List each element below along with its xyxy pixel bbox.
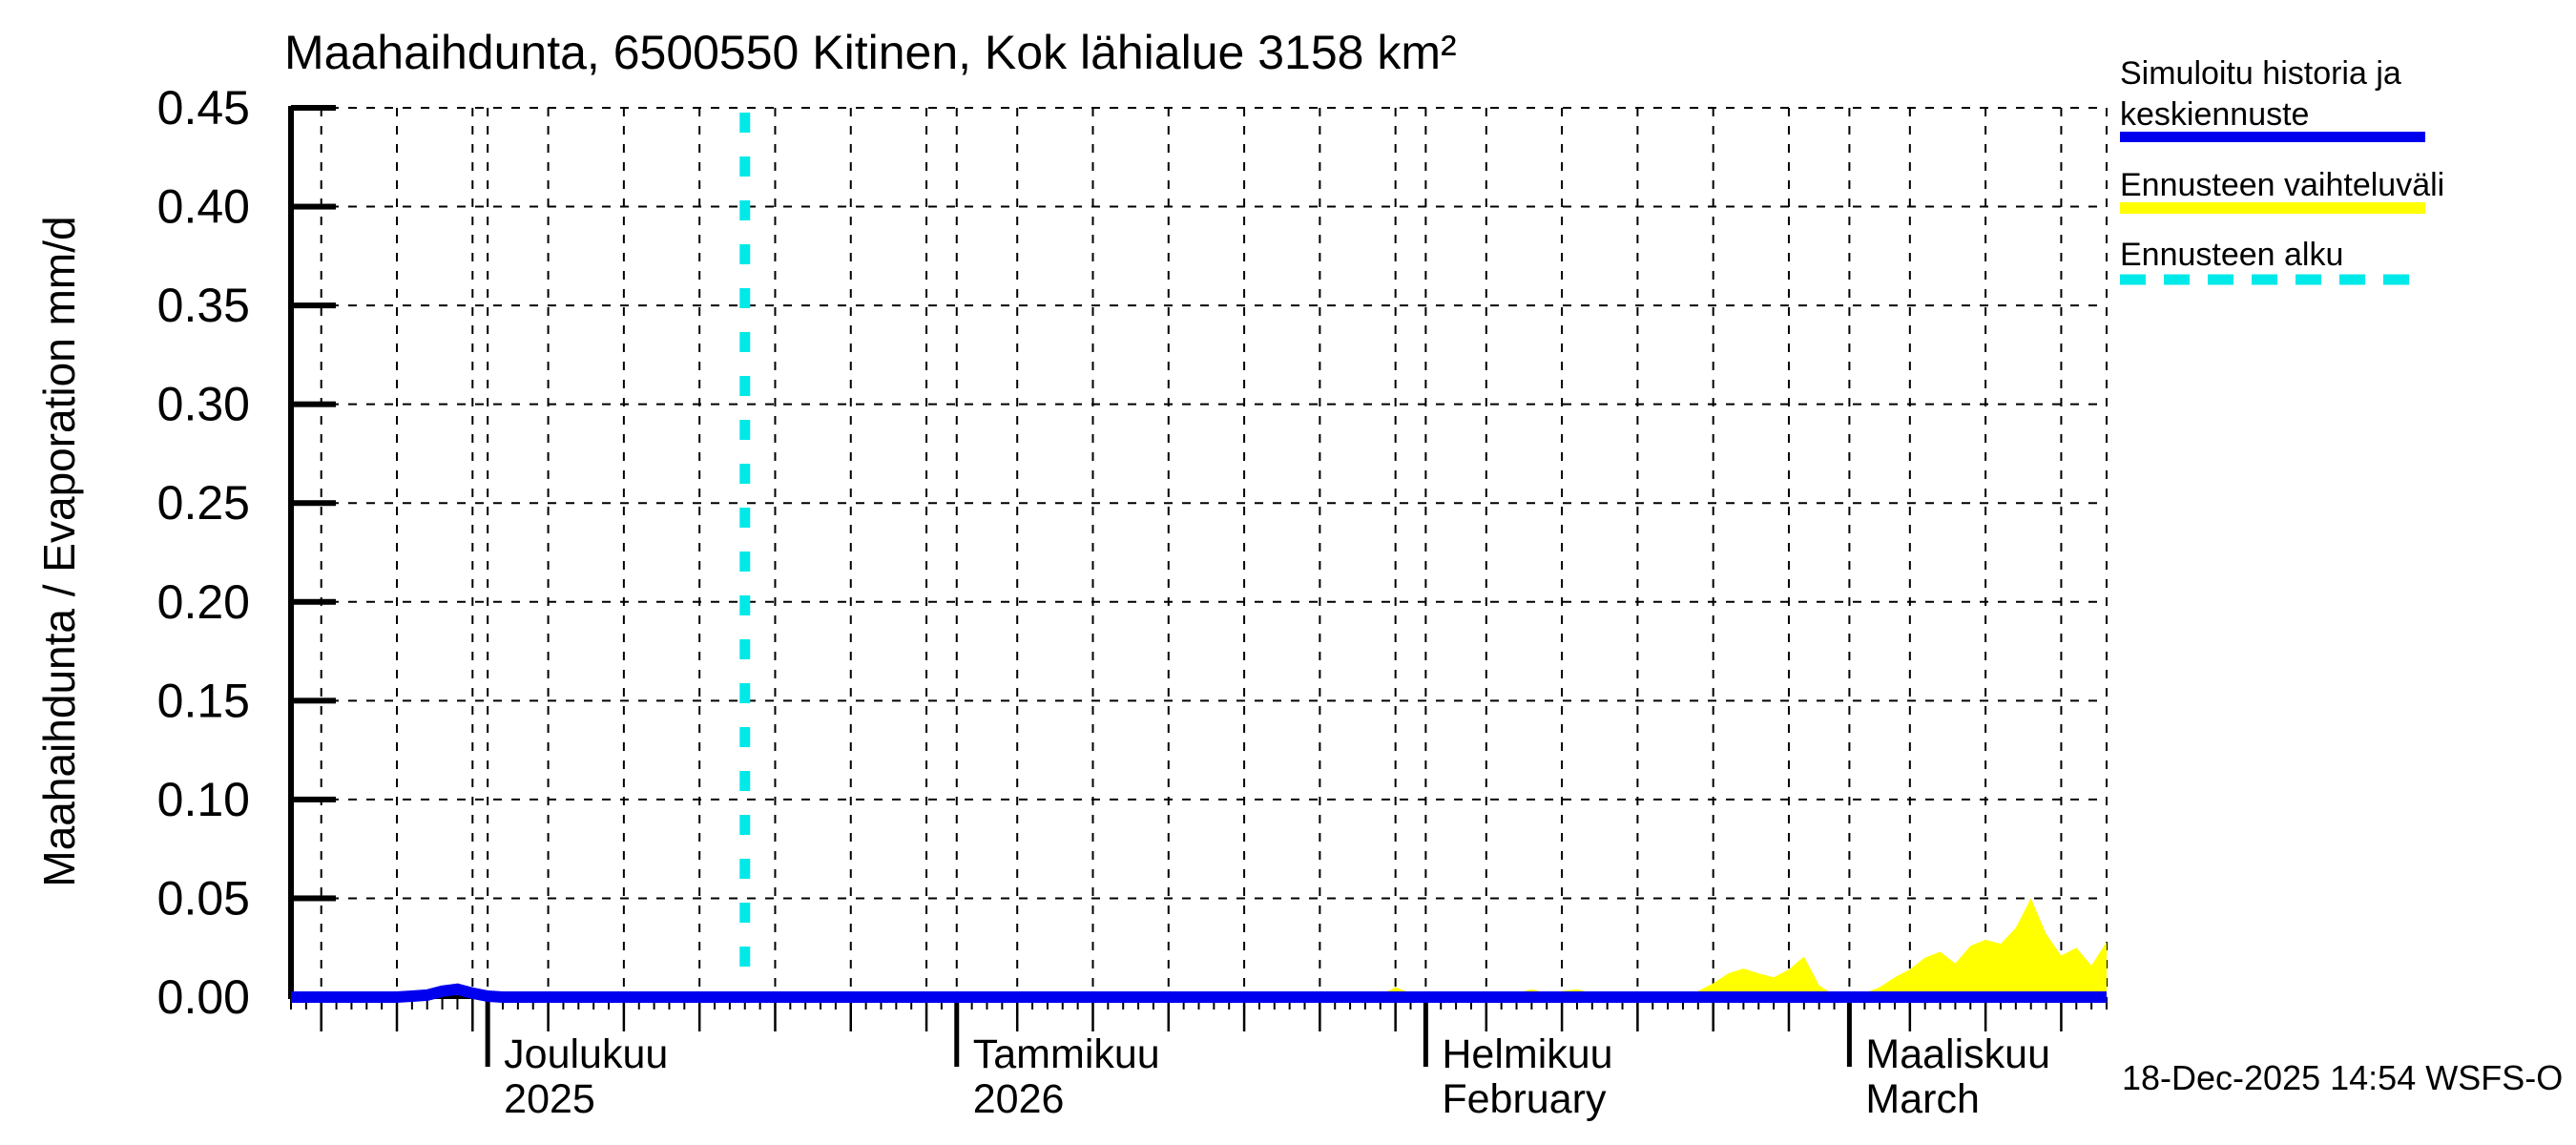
month-label: Helmikuu [1442,1031,1612,1077]
y-tick [291,203,336,210]
y-tick [291,895,336,902]
y-tick [291,401,336,407]
y-tick-label: 0.05 [157,871,250,925]
month-label: Maaliskuu [1865,1031,2050,1077]
month-sublabel: 2025 [504,1076,595,1122]
y-tick-label: 0.10 [157,773,250,826]
legend-label-history-line2: keskiennuste [2120,96,2309,133]
legend: Simuloitu historia ja keskiennuste Ennus… [2120,55,2444,285]
grid-layer [294,107,2108,995]
month-sublabel: March [1865,1076,1979,1122]
y-tick [291,598,336,605]
month-sublabel: February [1442,1076,1607,1122]
history-mean-line [291,983,2107,1003]
y-tick [291,697,336,704]
month-label: Tammikuu [973,1031,1160,1077]
y-tick [291,105,336,111]
y-tick-label: 0.25 [157,476,250,530]
legend-swatch-history-line [2120,132,2425,142]
legend-label-forecast-start: Ennusteen alku [2120,237,2343,273]
y-tick-label: 0.30 [157,378,250,431]
month-label: Joulukuu [504,1031,668,1077]
y-axis-title: Maahaihdunta / Evaporation mm/d [34,216,84,886]
y-axis-line [288,106,294,999]
legend-label-forecast-range: Ennusteen vaihteluväli [2120,167,2444,203]
y-tick [291,796,336,802]
y-tick-label: 0.45 [157,81,250,135]
legend-label-history-line1: Simuloitu historia ja [2120,55,2401,92]
timestamp: 18-Dec-2025 14:54 WSFS-O [2122,1058,2563,1097]
legend-swatch-forecast-range [2120,202,2425,214]
y-tick [291,302,336,309]
y-tick-label: 0.15 [157,674,250,727]
forecast-range-area [744,898,2107,997]
y-tick-label: 0.40 [157,180,250,234]
y-tick [291,500,336,507]
y-tick-label: 0.20 [157,575,250,629]
data-layer [291,113,2107,1003]
month-sublabel: 2026 [973,1076,1065,1122]
chart-title: Maahaihdunta, 6500550 Kitinen, Kok lähia… [284,26,1457,79]
y-tick-label: 0.00 [157,970,250,1024]
y-tick-label: 0.35 [157,279,250,332]
